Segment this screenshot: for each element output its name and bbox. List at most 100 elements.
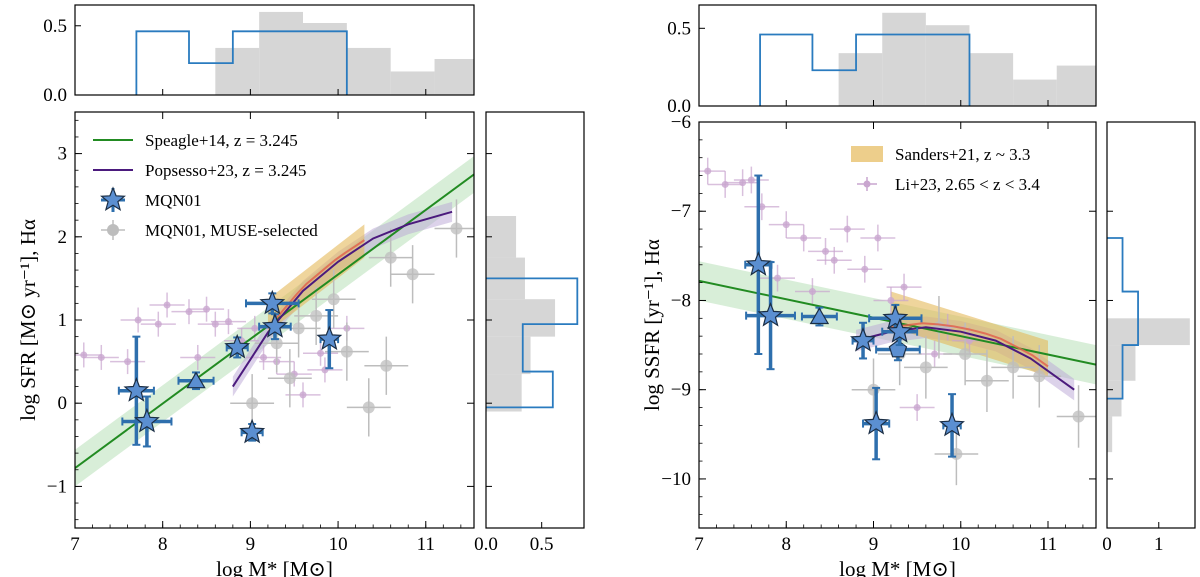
li23-point — [822, 247, 830, 255]
y-tick-label: −1 — [47, 476, 67, 497]
right-hist-x-tick-label: 0.5 — [530, 534, 554, 555]
li23-point — [931, 350, 939, 358]
top-hist-y-tick-label: 0.0 — [667, 96, 691, 117]
mqn01-star-marker — [316, 325, 343, 351]
x-tick-label: 7 — [694, 534, 704, 555]
li23-point — [124, 358, 132, 366]
li23-point — [874, 234, 882, 242]
mqn01-star-marker — [757, 301, 784, 327]
mqn01-star-marker — [133, 407, 160, 433]
li23-point — [808, 288, 816, 296]
legend-li23-marker — [863, 180, 871, 188]
muse-point — [327, 293, 340, 306]
li23-point — [739, 179, 747, 187]
legend: Sanders+21, z ~ 3.3 Li+23, 2.65 < z < 3.4 — [851, 145, 1040, 194]
muse-point — [246, 397, 259, 410]
li23-point — [913, 404, 921, 412]
muse-point — [959, 348, 972, 360]
top-hist-frame — [698, 4, 1097, 107]
top-hist-gray-bar — [838, 53, 883, 106]
muse-point — [292, 322, 305, 335]
mqn01-star-marker — [123, 377, 150, 402]
top-hist-gray-bar — [259, 11, 303, 95]
mqn01-triangle-marker — [809, 307, 830, 325]
mqn01-star-marker — [850, 326, 876, 352]
mqn01-star-marker — [259, 289, 286, 315]
right-hist-gray-bar — [1107, 318, 1190, 346]
mqn01-star-marker — [239, 418, 266, 444]
legend-sanders-swatch — [851, 146, 883, 162]
y-axis-label: log SSFR [yr⁻¹], Hα — [640, 239, 664, 411]
y-tick-label: −9 — [671, 380, 691, 401]
li23-point — [154, 320, 162, 328]
legend-muse-label: MQN01, MUSE-selected — [145, 221, 318, 240]
top-hist-gray-bar — [925, 25, 970, 107]
right-hist-x-tick-label: 1 — [1154, 534, 1164, 555]
li23-point — [134, 316, 142, 324]
popsesso-band — [232, 201, 453, 397]
legend-speagle-label: Speagle+14, z = 3.245 — [145, 131, 298, 150]
muse-point — [919, 361, 932, 374]
main-axes-frame — [698, 121, 1097, 529]
muse-point — [450, 222, 463, 235]
x-axis-label: log M* [M⊙] — [216, 557, 333, 577]
mqn01-star-marker — [886, 318, 913, 343]
x-tick-label: 10 — [329, 534, 348, 555]
top-hist-y-tick-label: 0.0 — [43, 85, 67, 106]
right-hist-gray-bar — [1107, 345, 1136, 381]
top-hist-gray-bar — [969, 53, 1014, 106]
sanders-median-line — [267, 239, 365, 329]
left-chart-panel: 7 8 9 10 11 −1 0 1 2 3 log M* [M⊙] log SFR [M⊙ yr⁻¹… — [16, 4, 585, 577]
top-hist-y-tick-label: 0.5 — [667, 18, 691, 39]
legend-mqn01-star — [100, 186, 126, 212]
y-tick-label: 0 — [58, 393, 68, 414]
x-tick-label: 7 — [70, 534, 80, 555]
muse-point — [1033, 370, 1046, 383]
y-tick-label: −6 — [671, 112, 691, 133]
muse-point — [283, 372, 296, 385]
muse-point — [1007, 361, 1020, 374]
x-tick-label: 8 — [158, 534, 168, 555]
muse-point — [270, 337, 283, 350]
li23-point — [163, 301, 171, 309]
li23-point — [782, 221, 790, 229]
mqn01-triangle-marker — [186, 371, 206, 389]
right-hist-gray-bar — [1107, 416, 1113, 453]
mqn01-star-marker — [939, 411, 965, 437]
right-hist-x-tick-label: 0.0 — [474, 534, 498, 555]
x-tick-label: 9 — [246, 534, 256, 555]
mqn01-star-marker — [224, 333, 251, 359]
popsesso-band — [856, 316, 1075, 401]
y-tick-label: −8 — [671, 290, 691, 311]
legend-mqn01-label: MQN01 — [145, 191, 202, 210]
li23-point — [774, 274, 782, 282]
li23-point — [747, 176, 755, 184]
li23-point — [704, 167, 712, 175]
legend: Speagle+14, z = 3.245 Popsesso+23, z = 3.… — [93, 131, 318, 240]
right-hist-gray-bar — [486, 336, 531, 375]
muse-point — [1072, 410, 1085, 423]
muse-point — [406, 268, 419, 281]
top-hist-blue-step — [135, 30, 348, 95]
top-hist-gray-bar — [390, 71, 435, 95]
plot-area — [75, 156, 474, 487]
legend-li23-label: Li+23, 2.65 < z < 3.4 — [895, 175, 1040, 194]
mqn01-star-marker — [745, 251, 772, 276]
right-hist-blue-step — [1107, 237, 1139, 400]
right-hist-gray-bar — [486, 299, 556, 337]
right-hist-frame — [1106, 121, 1196, 529]
top-hist-gray-bar — [882, 12, 926, 106]
top-hist-frame — [74, 4, 475, 96]
muse-point — [380, 359, 393, 372]
legend-popsesso-label: Popsesso+23, z = 3.245 — [145, 161, 306, 180]
plot-area — [699, 157, 1096, 486]
li23-point — [861, 265, 869, 273]
li23-point — [317, 349, 325, 357]
x-tick-label: 8 — [782, 534, 792, 555]
sanders-band — [267, 224, 365, 333]
li23-point — [887, 296, 895, 304]
muse-point — [980, 374, 993, 387]
popsesso-line — [232, 210, 453, 388]
y-tick-label: −7 — [671, 201, 691, 222]
li23-point — [830, 256, 838, 264]
